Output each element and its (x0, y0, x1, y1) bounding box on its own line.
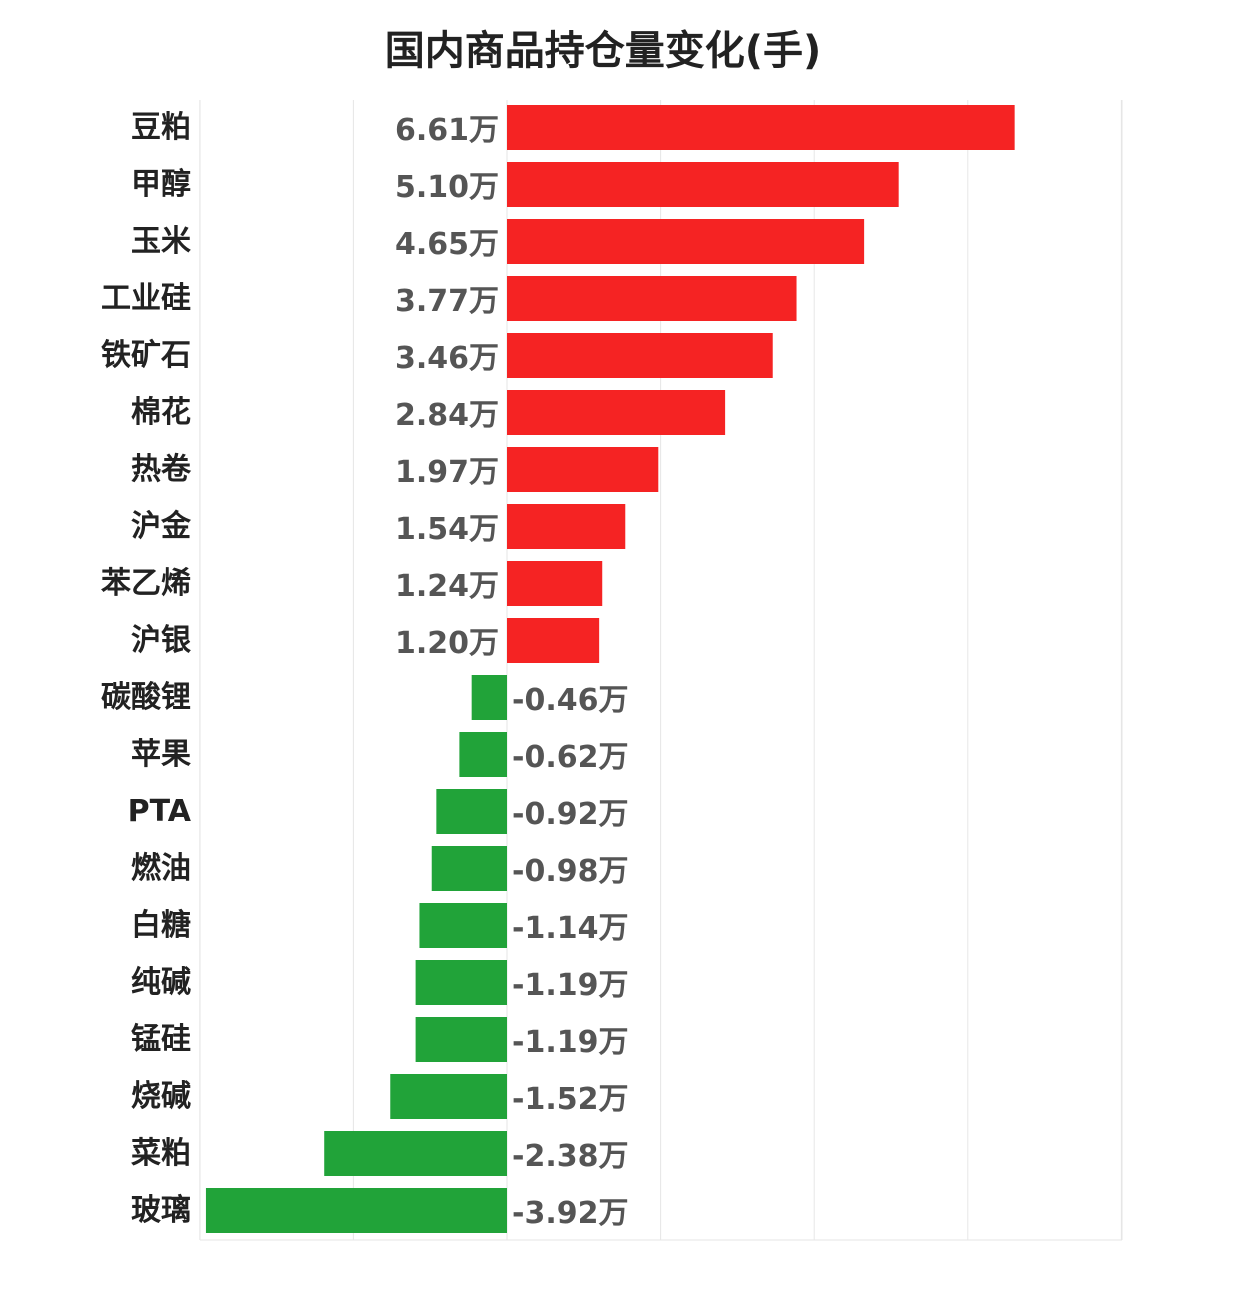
category-label: 铁矿石 (101, 338, 191, 373)
category-label: 棉花 (131, 395, 191, 430)
category-label: PTA (128, 794, 192, 829)
value-label: 1.20万 (395, 626, 499, 661)
category-label: 苹果 (131, 737, 191, 772)
bar (507, 105, 1015, 150)
category-label: 白糖 (131, 908, 191, 943)
value-label: 1.97万 (395, 455, 499, 490)
category-label: 沪金 (131, 509, 192, 544)
category-label: 甲醇 (131, 167, 191, 202)
value-label: 1.24万 (395, 569, 499, 604)
category-label: 豆粕 (131, 110, 191, 145)
bar (459, 732, 507, 777)
bar (507, 219, 865, 264)
category-label: 碳酸锂 (101, 680, 191, 715)
value-label: -0.46万 (512, 683, 628, 718)
value-label: -0.62万 (512, 740, 628, 775)
category-label: 玉米 (131, 224, 191, 259)
bar (390, 1074, 507, 1119)
value-label: -0.98万 (512, 854, 628, 889)
bar (507, 390, 726, 435)
value-label: -2.38万 (512, 1139, 628, 1174)
bar (507, 333, 773, 378)
bar (507, 504, 626, 549)
category-label: 菜粕 (131, 1136, 191, 1171)
category-label: 锰硅 (131, 1022, 191, 1057)
category-label: 玻璃 (131, 1193, 191, 1228)
bar (419, 903, 507, 948)
value-label: 2.84万 (395, 398, 499, 433)
bar (471, 675, 507, 720)
value-label: -1.52万 (512, 1082, 628, 1117)
category-label: 沪银 (131, 623, 191, 658)
value-label: 3.77万 (395, 284, 499, 319)
category-label: 苯乙烯 (101, 566, 191, 601)
value-label: 6.61万 (395, 113, 499, 148)
value-labels: 6.61万 5.10万 4.65万 3.77万 3.46万 2.84万 1.97万 1.54万… (395, 113, 629, 1231)
category-label: 燃油 (131, 851, 191, 886)
grid-lines (199, 100, 1123, 1241)
value-label: 4.65万 (395, 227, 499, 262)
category-label: 工业硅 (101, 281, 191, 316)
category-label: 纯碱 (131, 965, 191, 1000)
value-label: 3.46万 (395, 341, 499, 376)
value-label: 5.10万 (395, 170, 499, 205)
bar (324, 1131, 507, 1176)
bar (415, 960, 507, 1005)
bar (431, 846, 507, 891)
bar (507, 447, 659, 492)
value-label: -1.14万 (512, 911, 628, 946)
bar (415, 1017, 507, 1062)
bar (507, 162, 899, 207)
value-label: -1.19万 (512, 1025, 628, 1060)
category-label: 烧碱 (131, 1079, 191, 1114)
value-label: 1.54万 (395, 512, 499, 547)
bars (205, 105, 1015, 1233)
category-label: 热卷 (131, 452, 192, 487)
value-label: -0.92万 (512, 797, 628, 832)
value-label: -3.92万 (512, 1196, 628, 1231)
chart-title: 国内商品持仓量变化(手) (384, 28, 822, 74)
bar (205, 1188, 507, 1233)
bar (507, 276, 797, 321)
value-label: -1.19万 (512, 968, 628, 1003)
bar (507, 618, 600, 663)
bar (507, 561, 603, 606)
bar (436, 789, 507, 834)
